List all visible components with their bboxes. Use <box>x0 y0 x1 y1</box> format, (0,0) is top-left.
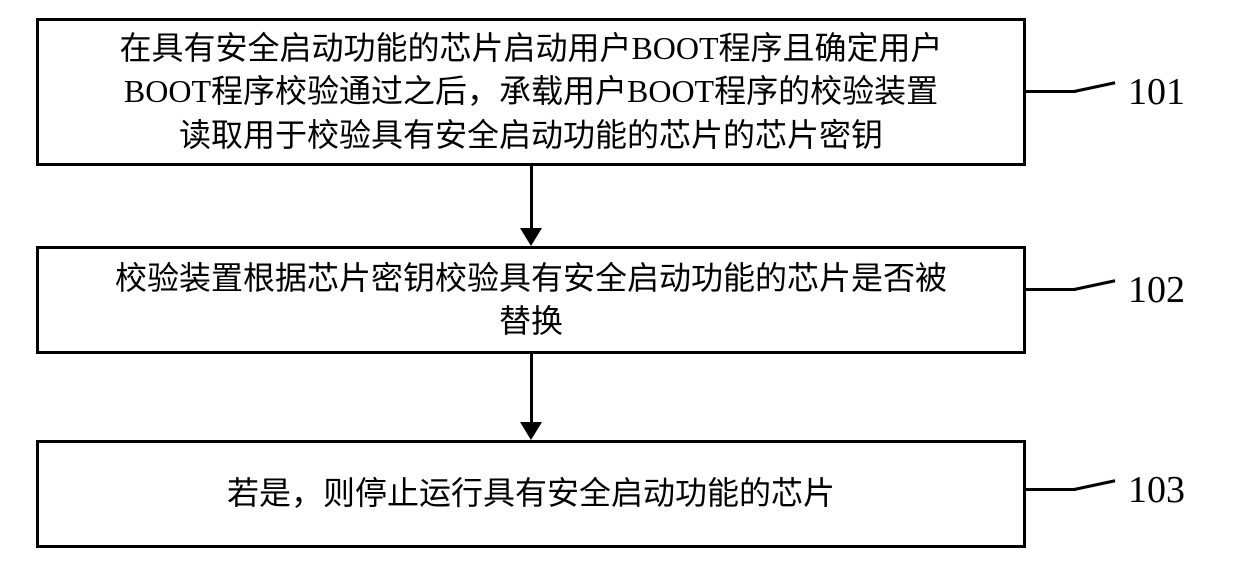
leader-line <box>1026 288 1076 291</box>
arrow-shaft <box>530 354 533 424</box>
step-label-103: 103 <box>1128 468 1185 512</box>
flow-step-text: 校验装置根据芯片密钥校验具有安全启动功能的芯片是否被 替换 <box>105 251 957 349</box>
arrow-shaft <box>530 166 533 230</box>
leader-line <box>1026 488 1076 491</box>
flow-step-step-102: 校验装置根据芯片密钥校验具有安全启动功能的芯片是否被 替换 <box>36 246 1026 354</box>
flow-step-step-101: 在具有安全启动功能的芯片启动用户BOOT程序且确定用户 BOOT程序校验通过之后… <box>36 18 1026 166</box>
arrow-head-icon <box>520 228 542 246</box>
flow-step-step-103: 若是，则停止运行具有安全启动功能的芯片 <box>36 440 1026 548</box>
leader-line <box>1074 279 1116 291</box>
arrow-head-icon <box>520 422 542 440</box>
step-label-102: 102 <box>1128 268 1185 312</box>
leader-line <box>1026 90 1076 93</box>
flow-step-text: 若是，则停止运行具有安全启动功能的芯片 <box>217 466 845 521</box>
step-label-101: 101 <box>1128 70 1185 114</box>
leader-line <box>1074 479 1116 491</box>
leader-line <box>1074 81 1116 93</box>
flow-step-text: 在具有安全启动功能的芯片启动用户BOOT程序且确定用户 BOOT程序校验通过之后… <box>109 21 952 163</box>
